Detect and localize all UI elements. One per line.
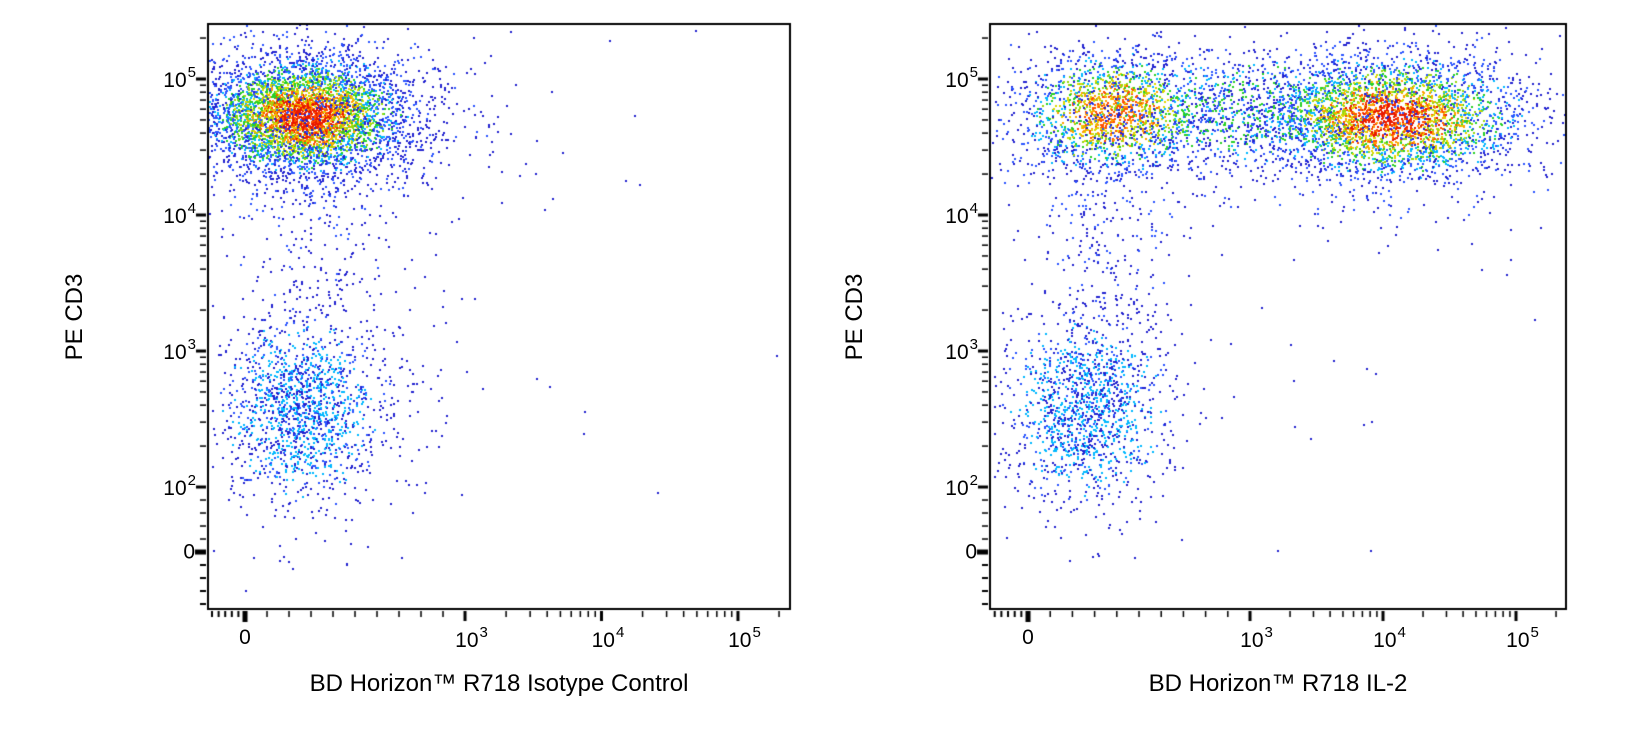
x-tick-label: 105: [728, 624, 761, 652]
y-tick-label: 0: [183, 540, 195, 564]
x-tick-label: 0: [239, 626, 251, 649]
x-tick-label: 104: [1373, 624, 1406, 652]
x-tick-label: 103: [1240, 624, 1273, 652]
y-tick-label: 0: [965, 540, 977, 564]
left-plot-x-axis-title: BD Horizon™ R718 Isotype Control: [309, 670, 689, 697]
y-tick-label: 103: [945, 336, 978, 364]
left-plot-y-axis-title: PE CD3: [61, 273, 88, 361]
y-tick-label: 105: [945, 63, 978, 92]
x-tick-label: 0: [1022, 626, 1034, 649]
y-tick-label: 105: [163, 63, 196, 92]
x-tick-label: 105: [1506, 624, 1539, 652]
right-plot-x-axis-title: BD Horizon™ R718 IL-2: [1148, 670, 1408, 697]
y-tick-label: 104: [945, 200, 978, 228]
y-tick-label: 103: [163, 336, 196, 364]
y-tick-label: 102: [945, 472, 978, 501]
y-tick-label: 104: [163, 200, 196, 228]
right-plot-y-axis-title: PE CD3: [841, 273, 868, 361]
x-tick-label: 103: [455, 624, 488, 652]
x-tick-label: 104: [591, 624, 625, 652]
y-tick-label: 102: [163, 472, 196, 501]
